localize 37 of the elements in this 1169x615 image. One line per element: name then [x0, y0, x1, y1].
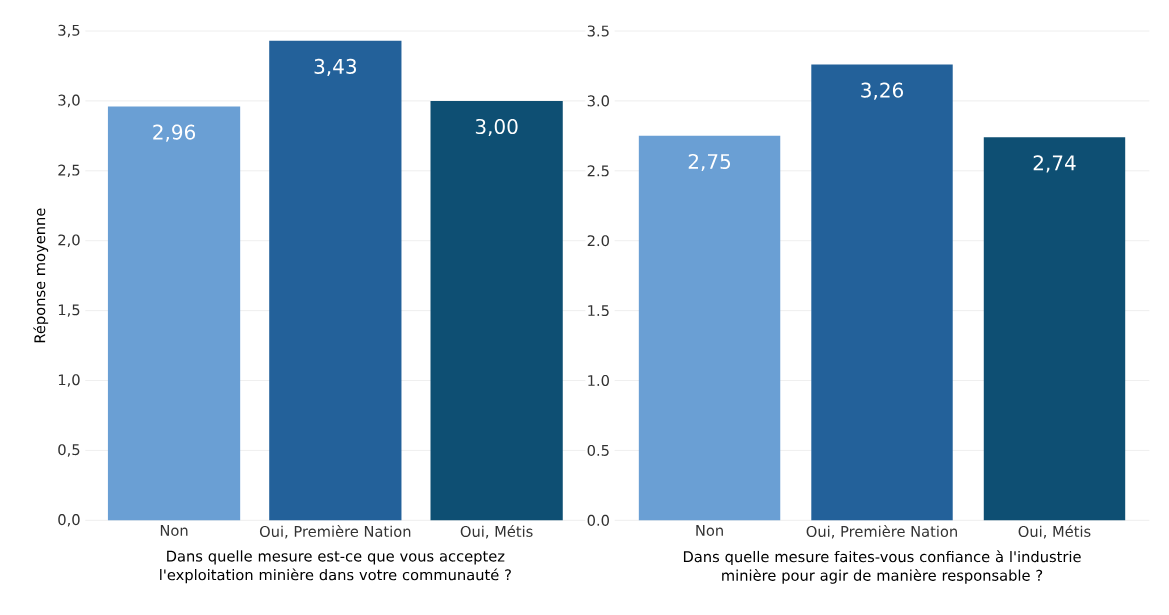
y-tick-label: 1.5	[588, 305, 609, 317]
data-label: 2,75	[688, 153, 731, 172]
x-tick-label: Oui, Première Nation	[806, 525, 957, 539]
y-tick-label: 0,5	[58, 444, 80, 457]
bar	[269, 40, 402, 521]
y-tick-label: 0.0	[587, 514, 609, 526]
y-tick-label: 1,5	[58, 304, 80, 317]
data-label: 2,74	[1033, 155, 1076, 173]
data-label: 2,96	[153, 124, 196, 142]
bar	[638, 135, 781, 521]
y-tick-label: 2,0	[58, 234, 80, 247]
y-tick-label: 1,0	[58, 374, 80, 387]
x-tick-label: Oui, Première Nation	[259, 525, 411, 539]
y-tick-label: 0,0	[58, 514, 80, 527]
bar	[430, 100, 563, 521]
y-tick-label: 3,0	[58, 94, 80, 108]
y-tick-label: 2,5	[58, 164, 80, 178]
y-tick-label: 2.0	[587, 235, 609, 247]
y-tick-label: 3.5	[587, 25, 609, 37]
y-axis-title: Réponse moyenne	[33, 208, 49, 343]
y-tick-label: 0.5	[587, 444, 609, 456]
data-label: 3,26	[861, 82, 904, 100]
x-axis-title: Dans quelle mesure est-ce que vous acceptez l'exploitation minière dans votre communauté ?	[160, 550, 511, 584]
x-tick-label: Oui, Métis	[1018, 525, 1091, 539]
x-tick-label: Non	[696, 525, 723, 536]
x-tick-label: Oui, Métis	[460, 525, 533, 539]
x-tick-label: Non	[160, 525, 188, 536]
data-label: 3,00	[475, 118, 518, 137]
y-tick-label: 3,5	[58, 24, 80, 38]
y-tick-label: 1.0	[588, 374, 609, 387]
bar	[811, 64, 953, 521]
bar	[107, 106, 241, 521]
bar	[983, 137, 1126, 521]
y-tick-label: 3.0	[587, 95, 609, 107]
data-label: 3,43	[314, 58, 356, 76]
x-axis-title: Dans quelle mesure faites-vous confiance à l'industrie minière pour agir de manière responsable ?	[683, 550, 1081, 584]
y-tick-label: 2.5	[587, 165, 609, 177]
